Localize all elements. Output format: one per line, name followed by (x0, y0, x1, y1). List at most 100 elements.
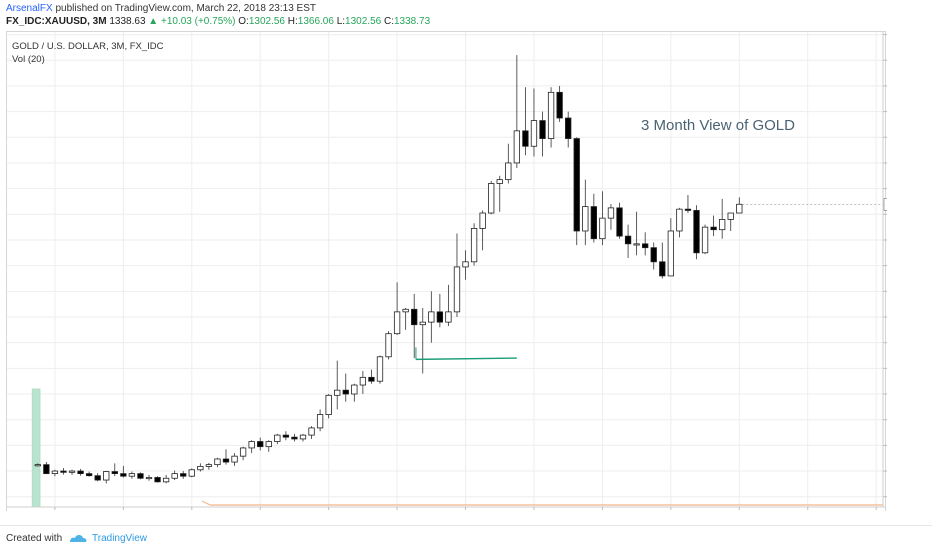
candle-down (539, 120, 546, 139)
candle-down (642, 243, 649, 249)
candle-down (43, 464, 50, 475)
candle-up (428, 311, 435, 323)
candle-up (505, 162, 512, 181)
candle-up (325, 394, 332, 415)
trend-line (415, 357, 517, 361)
candle-down (522, 130, 529, 147)
candle-up (633, 243, 640, 246)
candle-up (214, 458, 221, 466)
time-axis[interactable]: 1998200020022004200620082010201220142016… (7, 506, 886, 512)
candle-up (299, 434, 307, 440)
drawing-layer (415, 204, 883, 361)
author-link[interactable]: ArsenalFX (6, 3, 53, 14)
candle-up (488, 183, 495, 214)
last-price: 1338.63 (109, 16, 146, 27)
open-value: 1302.56 (248, 16, 285, 27)
candle-down (282, 434, 290, 438)
chart-annotation: 3 Month View of GOLD (641, 117, 795, 134)
candle-up (496, 179, 503, 184)
candle-down (257, 441, 264, 448)
candle-down (616, 207, 623, 237)
candle-up (188, 469, 195, 477)
candle-up (513, 130, 521, 164)
candle-up (34, 464, 41, 467)
candle-up (453, 266, 461, 313)
candle-up (419, 321, 426, 326)
grid-lines (7, 32, 883, 507)
candle-up (197, 466, 204, 471)
candle-up (607, 207, 615, 219)
candle-down (222, 458, 230, 463)
candle-up (667, 230, 674, 277)
candle-up (479, 212, 486, 229)
candle-up (530, 120, 538, 147)
candle-down (693, 210, 700, 254)
low-value: 1302.56 (345, 16, 382, 27)
candle-down (77, 470, 84, 475)
candle-up (128, 473, 136, 477)
candle-down (590, 206, 598, 240)
candle-up (359, 376, 367, 386)
candle-down (180, 473, 187, 477)
tradingview-link[interactable]: TradingView (92, 533, 148, 544)
candle-down (154, 477, 161, 483)
close-value: 1338.73 (393, 16, 431, 27)
candle-down (94, 475, 101, 481)
candle-up (162, 477, 170, 483)
open-label: O: (238, 16, 249, 27)
chart-header: ArsenalFX published on TradingView.com, … (0, 0, 932, 30)
candle-down (573, 138, 580, 232)
created-with-label: Created with (6, 533, 63, 544)
candle-up (308, 427, 315, 436)
candle-up (351, 384, 358, 395)
candle-down (411, 308, 418, 326)
volume-ma-line (201, 500, 211, 506)
candle-down (60, 470, 67, 473)
quote-line: FX_IDC:XAUUSD, 3M 1338.63 ▲ +10.03 (+0.7… (6, 16, 430, 27)
high-value: 1366.06 (297, 16, 334, 27)
chart-panel[interactable]: 2000.001900.001800.001700.001600.001500.… (6, 31, 887, 512)
volume-layer (31, 388, 883, 508)
candle-up (248, 441, 255, 449)
candle-up (736, 203, 743, 214)
candle-up (145, 477, 153, 480)
candle-up (385, 333, 392, 358)
candle-down (659, 261, 666, 277)
symbol-label: FX_IDC:XAUUSD, 3M (6, 16, 107, 27)
low-label: L: (336, 16, 346, 27)
price-axis[interactable]: 2000.001900.001800.001700.001600.001500.… (882, 32, 887, 507)
candle-up (445, 311, 452, 323)
last-price-tag (883, 198, 887, 211)
candle-up (393, 311, 401, 335)
candle-up (231, 455, 238, 463)
chart-title: GOLD / U.S. DOLLAR, 3M, FX_IDC (12, 41, 164, 52)
footer: Created with TradingView (0, 525, 932, 551)
candle-up (316, 414, 324, 429)
candle-up (727, 212, 734, 220)
price-chart[interactable]: 2000.001900.001800.001700.001600.001500.… (7, 32, 887, 512)
candle-up (274, 434, 281, 442)
candle-up (701, 226, 709, 254)
publish-info: ArsenalFX published on TradingView.com, … (6, 3, 316, 14)
candle-down (291, 436, 298, 440)
candle-up (68, 470, 76, 473)
candle-up (676, 208, 683, 232)
candle-up (582, 206, 589, 232)
candle-down (111, 471, 118, 475)
candle-up (171, 473, 178, 479)
change-up-icon: ▲ (148, 16, 159, 27)
tradingview-logo-icon (70, 535, 87, 542)
candle-up (462, 261, 469, 268)
candle-down (624, 235, 632, 245)
candle-down (85, 473, 93, 477)
high-label: H: (287, 16, 298, 27)
published-text: published on TradingView.com, March 22, … (52, 3, 316, 14)
candle-up (265, 441, 272, 448)
candles-layer (34, 55, 743, 484)
candle-down (436, 311, 444, 323)
candle-up (239, 447, 247, 457)
close-label: C: (383, 16, 394, 27)
candle-down (710, 226, 717, 231)
candle-down (368, 376, 375, 382)
candle-up (103, 471, 110, 481)
